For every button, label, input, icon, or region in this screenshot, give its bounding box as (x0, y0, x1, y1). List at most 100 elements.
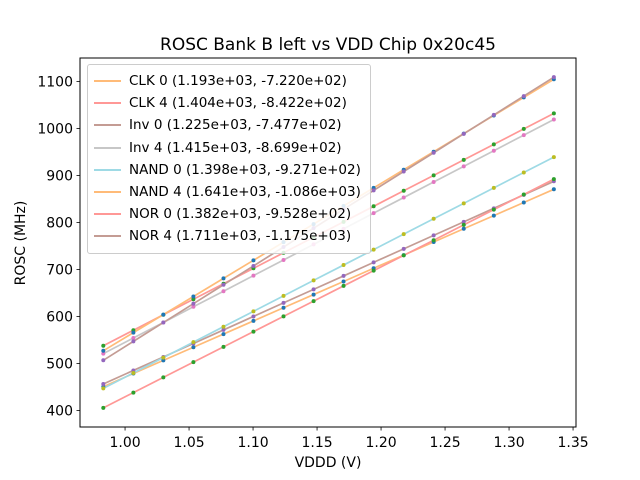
data-point (401, 246, 406, 251)
chart-title: ROSC Bank B left vs VDD Chip 0x20c45 (160, 35, 496, 55)
legend-line-sample (94, 80, 121, 83)
data-point (431, 238, 436, 243)
x-tick-label: 1.20 (365, 435, 396, 451)
data-point (281, 293, 286, 298)
scatter-nor-0 (101, 177, 556, 410)
data-point (461, 226, 466, 231)
data-point (491, 148, 496, 153)
legend-item-label: NAND 0 (1.398e+03, -9.271e+02) (129, 161, 361, 178)
data-point (371, 211, 376, 216)
y-tick-label: 400 (46, 403, 73, 419)
data-point (521, 192, 526, 197)
data-point (371, 188, 376, 193)
data-point (251, 329, 256, 334)
legend-item-nor-0: NOR 0 (1.382e+03, -9.528e+02) (94, 203, 361, 225)
scatter-nand-0 (101, 155, 556, 391)
data-point (461, 131, 466, 136)
data-point (161, 355, 166, 360)
legend-line-sample (94, 213, 121, 216)
data-point (191, 340, 196, 345)
data-point (551, 177, 556, 182)
data-point (251, 273, 256, 278)
data-point (431, 233, 436, 238)
data-point (491, 142, 496, 147)
data-point (251, 263, 256, 268)
axes-frame (79, 57, 577, 428)
data-point (251, 314, 256, 319)
legend-line-sample (94, 146, 121, 149)
data-point (551, 111, 556, 116)
data-point (491, 207, 496, 212)
data-point (521, 94, 526, 99)
data-point (191, 301, 196, 306)
data-point (371, 247, 376, 252)
data-point (461, 222, 466, 227)
data-point (101, 381, 106, 386)
legend-item-label: Inv 0 (1.225e+03, -7.477e+02) (129, 117, 342, 134)
data-point (281, 314, 286, 319)
data-point (161, 375, 166, 380)
x-tick-label: 1.00 (109, 435, 140, 451)
x-tick-label: 1.05 (173, 435, 204, 451)
data-point (401, 169, 406, 174)
legend-item-nor-4: NOR 4 (1.711e+03, -1.175e+03) (94, 225, 361, 247)
data-point (521, 170, 526, 175)
legend-line-sample (94, 124, 121, 127)
data-point (191, 345, 196, 350)
data-point (491, 112, 496, 117)
legend-item-nand-0: NAND 0 (1.398e+03, -9.271e+02) (94, 159, 361, 181)
legend-line-sample (94, 235, 121, 238)
data-point (341, 263, 346, 268)
data-point (461, 219, 466, 224)
y-tick-label: 700 (46, 262, 73, 278)
legend-item-label: NAND 4 (1.641e+03, -1.086e+03) (129, 184, 361, 201)
data-point (401, 188, 406, 193)
data-point (401, 195, 406, 200)
legend-item-label: Inv 4 (1.415e+03, -8.699e+02) (129, 139, 342, 156)
data-point (221, 282, 226, 287)
data-point (251, 258, 256, 263)
data-point (131, 370, 136, 375)
x-axis-label: VDDD (V) (294, 455, 362, 471)
y-tick-label: 1100 (37, 74, 73, 90)
data-point (491, 213, 496, 218)
data-point (431, 173, 436, 178)
data-point (371, 204, 376, 209)
data-point (101, 343, 106, 348)
data-point (401, 232, 406, 237)
legend-line-sample (94, 102, 121, 105)
data-point (311, 278, 316, 283)
data-point (221, 289, 226, 294)
ticks-group: 1.00 1.05 1.10 1.15 1.20 1.25 1.30 1.35 400 500 60… (37, 74, 588, 451)
data-point (191, 304, 196, 309)
legend-item-clk-4: CLK 4 (1.404e+03, -8.422e+02) (94, 92, 361, 114)
legend-line-sample (94, 168, 121, 171)
data-points-group (101, 75, 556, 410)
data-point (431, 179, 436, 184)
y-tick-label: 800 (46, 215, 73, 231)
data-point (281, 257, 286, 262)
data-point (131, 336, 136, 341)
data-point (221, 324, 226, 329)
data-point (341, 283, 346, 288)
data-point (521, 126, 526, 131)
data-point (281, 305, 286, 310)
data-point (551, 75, 556, 80)
data-point (521, 200, 526, 205)
data-point (131, 339, 136, 344)
data-point (461, 201, 466, 206)
data-point (251, 318, 256, 323)
data-point (461, 164, 466, 169)
data-point (101, 358, 106, 363)
data-point (311, 292, 316, 297)
y-tick-label: 1000 (37, 121, 73, 137)
legend-item-inv-4: Inv 4 (1.415e+03, -8.699e+02) (94, 137, 361, 159)
data-point (101, 405, 106, 410)
data-point (431, 150, 436, 155)
data-point (101, 386, 106, 391)
data-point (431, 216, 436, 221)
data-point (131, 330, 136, 335)
legend-item-label: CLK 4 (1.404e+03, -8.422e+02) (129, 95, 347, 112)
data-point (521, 133, 526, 138)
